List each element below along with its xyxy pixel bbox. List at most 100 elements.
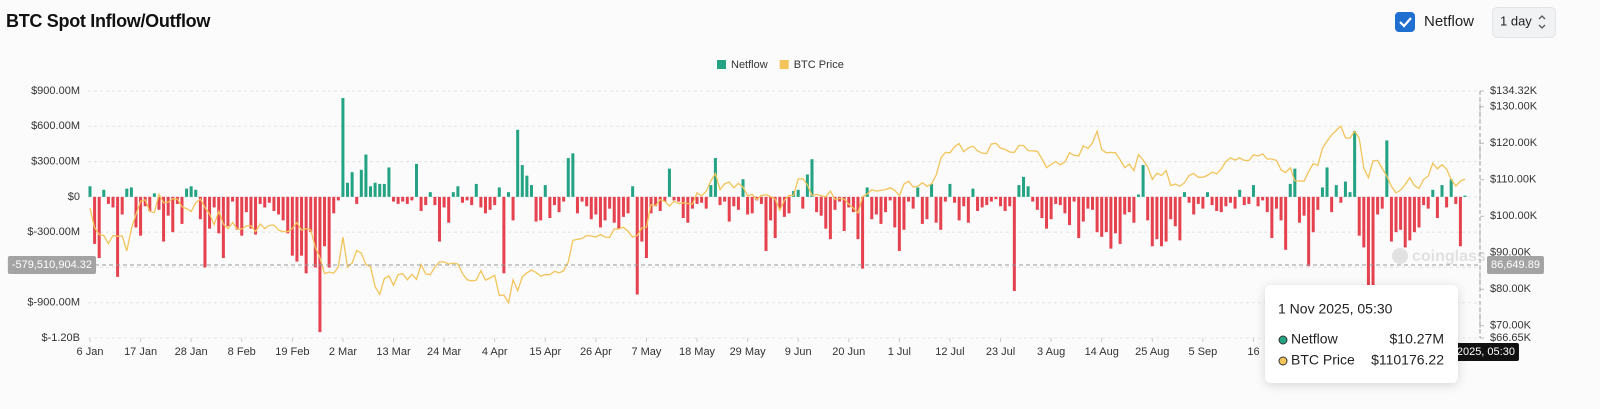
tooltip-dot	[1278, 356, 1288, 366]
bar	[746, 196, 750, 215]
watermark-logo	[1392, 248, 1408, 264]
select-box[interactable]	[1492, 7, 1556, 38]
x-tick-label: 19 Feb	[275, 346, 309, 358]
bar	[1045, 196, 1049, 229]
bar	[1077, 196, 1081, 239]
bar	[511, 196, 515, 221]
bar	[162, 196, 166, 242]
bar	[667, 168, 671, 197]
y-tick-label: $300.00M	[31, 155, 80, 167]
bar	[1224, 196, 1228, 207]
tooltip-name: Netflow	[1291, 331, 1339, 347]
x-tick-label: 18 May	[679, 346, 716, 358]
bar	[709, 185, 713, 197]
bar	[442, 196, 446, 208]
bar	[1182, 192, 1186, 197]
bar	[810, 159, 814, 197]
bar	[1380, 196, 1384, 209]
bar	[1403, 196, 1407, 248]
bar	[405, 196, 409, 204]
bar	[313, 196, 317, 268]
bar	[907, 196, 911, 202]
x-tick-label: 17 Jan	[124, 346, 157, 358]
bar	[267, 196, 271, 203]
bar	[1136, 194, 1140, 197]
netflow-toggle[interactable]: Netflow	[1395, 12, 1474, 32]
bar	[350, 172, 354, 197]
bar	[369, 186, 373, 197]
bar	[608, 196, 612, 209]
bar	[1353, 130, 1357, 197]
bar	[1376, 196, 1380, 215]
bar	[226, 196, 230, 227]
watermark: coinglass	[1392, 248, 1486, 265]
bar	[769, 196, 773, 221]
bar	[309, 196, 313, 233]
bar	[1454, 196, 1458, 204]
bar	[88, 186, 92, 197]
bar	[539, 196, 543, 221]
bar	[277, 196, 281, 215]
checkbox[interactable]	[1395, 12, 1415, 32]
bar	[1449, 179, 1453, 197]
bar	[966, 196, 970, 223]
bar	[470, 196, 474, 206]
bar	[1086, 196, 1090, 209]
bar	[847, 196, 851, 208]
bar	[180, 196, 184, 224]
bar	[1146, 196, 1150, 221]
bar	[336, 196, 340, 201]
bar	[842, 196, 846, 231]
bar	[1049, 196, 1053, 220]
bar	[1040, 196, 1044, 219]
bar	[166, 196, 170, 216]
bar	[263, 196, 267, 208]
bar	[387, 167, 391, 197]
interval-select[interactable]: 1 day	[1492, 7, 1556, 38]
checkbox-label[interactable]: Netflow	[1424, 13, 1474, 30]
bar	[364, 154, 368, 197]
bar	[658, 196, 662, 211]
bar	[580, 196, 584, 202]
bar	[1261, 196, 1265, 201]
bar	[157, 196, 161, 210]
bar	[1408, 196, 1412, 241]
bar	[1187, 196, 1191, 203]
bar	[663, 196, 667, 202]
bar	[920, 196, 924, 224]
crosshair-y-label-box	[7, 256, 96, 275]
tooltip-dot	[1278, 335, 1288, 345]
bar	[290, 196, 294, 256]
tooltip-box	[1265, 285, 1458, 383]
bar	[102, 189, 106, 197]
bar	[736, 196, 740, 210]
tooltip: 1 Nov 2025, 05:30 Netflow $10.27M BTC Price…	[1265, 285, 1458, 383]
bar	[585, 196, 589, 207]
bar	[957, 196, 961, 221]
y-tick-label: $600.00M	[31, 120, 80, 132]
bar	[401, 196, 405, 202]
bar	[424, 196, 428, 206]
bar	[1141, 165, 1145, 197]
y2-tick-label: $100.00K	[1490, 210, 1538, 222]
bar	[221, 196, 225, 259]
bar	[139, 196, 143, 236]
bar	[1127, 196, 1131, 213]
bar	[713, 158, 717, 197]
bar	[1118, 196, 1122, 244]
check-icon	[1399, 17, 1412, 28]
bar	[1072, 196, 1076, 202]
bar	[359, 169, 363, 197]
select-value[interactable]: 1 day	[1500, 13, 1532, 28]
watermark-text: coinglass	[1412, 248, 1486, 265]
bar	[1058, 196, 1062, 206]
bar	[415, 163, 419, 197]
bar	[985, 196, 989, 206]
bar	[1371, 196, 1375, 294]
legend-label: BTC Price	[794, 59, 844, 71]
x-tick-label: 28 Jan	[175, 346, 208, 358]
bar	[543, 185, 547, 197]
legend-swatch	[717, 60, 726, 69]
